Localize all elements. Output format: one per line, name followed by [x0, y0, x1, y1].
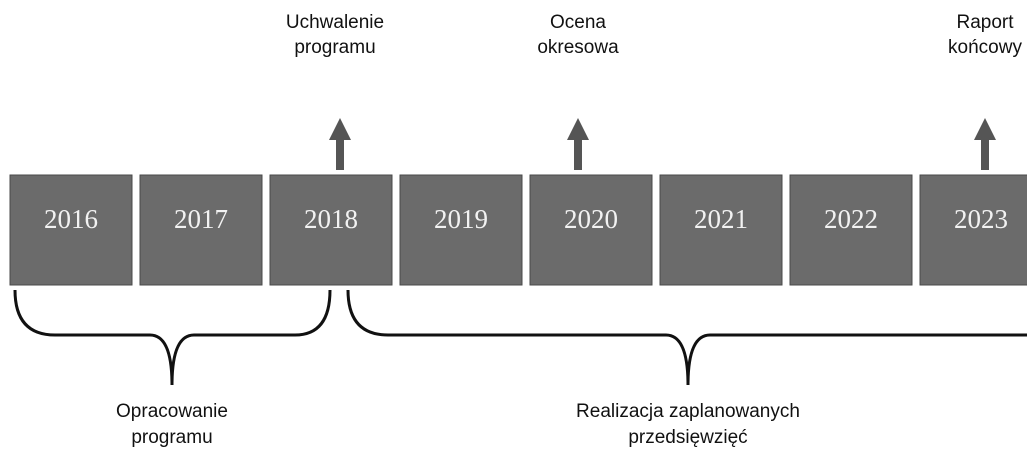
year-box [399, 174, 523, 286]
year-box [139, 174, 263, 286]
phase-label: Realizacja zaplanowanych [576, 401, 800, 422]
year-box [919, 174, 1027, 286]
milestone-arrow [329, 118, 351, 170]
year-box [269, 174, 393, 286]
year-box [9, 174, 133, 286]
year-label: 2021 [694, 204, 748, 234]
phase-brace [13, 289, 332, 386]
year-label: 2017 [174, 204, 228, 234]
year-box [659, 174, 783, 286]
phase-brace [346, 289, 1027, 386]
milestone-label: programu [294, 37, 375, 58]
year-label: 2020 [564, 204, 618, 234]
phase-label: programu [131, 427, 212, 448]
year-box [789, 174, 913, 286]
phase-label: przedsięwzięć [628, 427, 747, 448]
milestone-label: okresowa [537, 37, 619, 58]
year-label: 2018 [304, 204, 358, 234]
year-box [529, 174, 653, 286]
year-label: 2019 [434, 204, 488, 234]
milestone-label: końcowy [948, 37, 1022, 58]
milestone-label: Uchwalenie [286, 12, 384, 33]
milestone-arrow [567, 118, 589, 170]
milestone-label: Raport [956, 12, 1014, 33]
phase-label: Opracowanie [116, 401, 228, 422]
milestone-label: Ocena [550, 12, 606, 33]
year-label: 2016 [44, 204, 98, 234]
year-label: 2023 [954, 204, 1008, 234]
year-label: 2022 [824, 204, 878, 234]
milestone-arrow [974, 118, 996, 170]
